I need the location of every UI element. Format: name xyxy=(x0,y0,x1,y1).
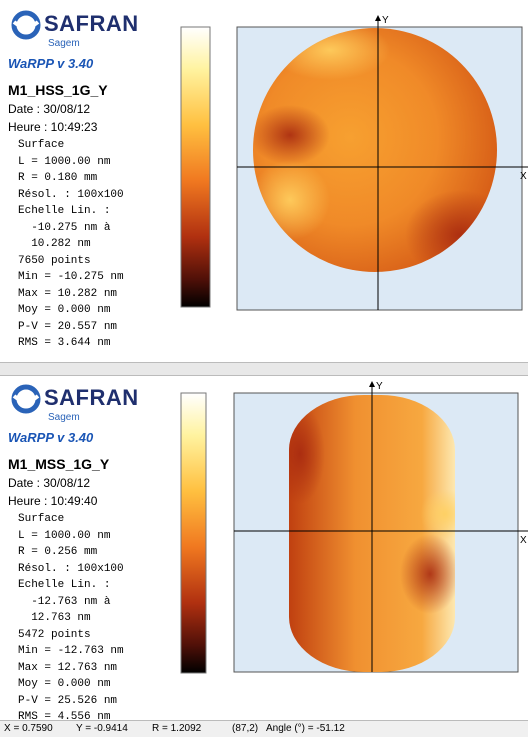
info-line: RMS = 4.556 nm xyxy=(18,711,111,720)
logo-text: SAFRAN xyxy=(44,11,139,36)
info-line: Max = 12.763 nm xyxy=(18,661,118,674)
logo-swirl xyxy=(12,20,40,29)
colorbar xyxy=(180,26,211,308)
info-line: P-V = 25.526 nm xyxy=(18,694,118,707)
info-line: R = 0.180 mm xyxy=(18,172,98,184)
surface-low xyxy=(289,404,325,504)
logo-subtitle: Sagem xyxy=(48,412,80,423)
info-line: L = 1000.00 nm xyxy=(18,529,111,542)
separator xyxy=(0,362,528,376)
logo-text: SAFRAN xyxy=(44,385,139,410)
colorbar xyxy=(180,392,207,674)
info-line: 7650 points xyxy=(18,254,91,267)
surface-low xyxy=(400,534,455,614)
time: Heure : 10:49:40 xyxy=(8,494,98,508)
info-line: Echelle Lin. : xyxy=(18,205,111,217)
result-panel: Y X SAFRAN Sagem WaRPP v 3.40 M1_MSS_1G_Y Date… xyxy=(0,374,528,720)
status-bar: X = 0.7590 Y = -0.9414 R = 1.2092 (87,2) Ang… xyxy=(0,720,528,737)
version: WaRPP v 3.40 xyxy=(8,430,94,445)
logo-subtitle: Sagem xyxy=(48,38,80,49)
axis-y-label: Y xyxy=(382,15,389,26)
measure-name: M1_MSS_1G_Y xyxy=(8,456,110,472)
status-field: (87,2) xyxy=(232,723,259,734)
info-line: -10.275 nm à xyxy=(18,221,111,234)
info-line: P-V = 20.557 nm xyxy=(18,320,118,333)
status-field: Y = -0.9414 xyxy=(76,723,128,734)
date: Date : 30/08/12 xyxy=(8,476,91,490)
measure-name: M1_HSS_1G_Y xyxy=(8,82,108,98)
info-line: Min = -10.275 nm xyxy=(18,271,124,283)
axis-x-label: X xyxy=(520,171,527,182)
status-field: R = 1.2092 xyxy=(152,723,202,734)
info-line: 12.763 nm xyxy=(18,612,91,624)
axis-x-label: X xyxy=(520,535,527,546)
info-line: Min = -12.763 nm xyxy=(18,645,124,657)
info-line: Résol. : 100x100 xyxy=(18,188,124,201)
info-line: 10.282 nm xyxy=(18,238,91,250)
time: Heure : 10:49:23 xyxy=(8,120,98,134)
info-line: Moy = 0.000 nm xyxy=(18,678,111,690)
info-line: Surface xyxy=(18,513,65,525)
info-line: -12.763 nm à xyxy=(18,595,111,608)
logo-icon xyxy=(11,384,41,414)
info-line: Moy = 0.000 nm xyxy=(18,304,111,316)
axis-y-label: Y xyxy=(376,381,383,392)
info-line: RMS = 3.644 nm xyxy=(18,337,111,349)
info-line: Surface xyxy=(18,139,65,151)
date: Date : 30/08/12 xyxy=(8,102,91,116)
info-line: R = 0.256 mm xyxy=(18,546,98,558)
panel-graphics: YX xyxy=(11,381,528,674)
surface-high xyxy=(420,489,455,539)
surface-low xyxy=(253,105,330,165)
arrow-y xyxy=(375,15,381,21)
logo-swirl xyxy=(12,394,40,403)
status-field: Angle (°) = -51.12 xyxy=(266,723,345,734)
logo-icon xyxy=(11,10,41,40)
info-line: 5472 points xyxy=(18,628,91,641)
arrow-y xyxy=(369,381,375,387)
info-line: Résol. : 100x100 xyxy=(18,562,124,575)
result-panel: Y X SAFRAN Sagem WaRPP v 3.40 M1_HSS_1G_Y Date… xyxy=(0,0,528,362)
info-line: Max = 10.282 nm xyxy=(18,287,118,300)
version: WaRPP v 3.40 xyxy=(8,56,94,71)
panel-graphics: YX xyxy=(11,10,528,311)
status-field: X = 0.7590 xyxy=(4,723,53,734)
info-line: Echelle Lin. : xyxy=(18,579,111,591)
info-line: L = 1000.00 nm xyxy=(18,155,111,168)
